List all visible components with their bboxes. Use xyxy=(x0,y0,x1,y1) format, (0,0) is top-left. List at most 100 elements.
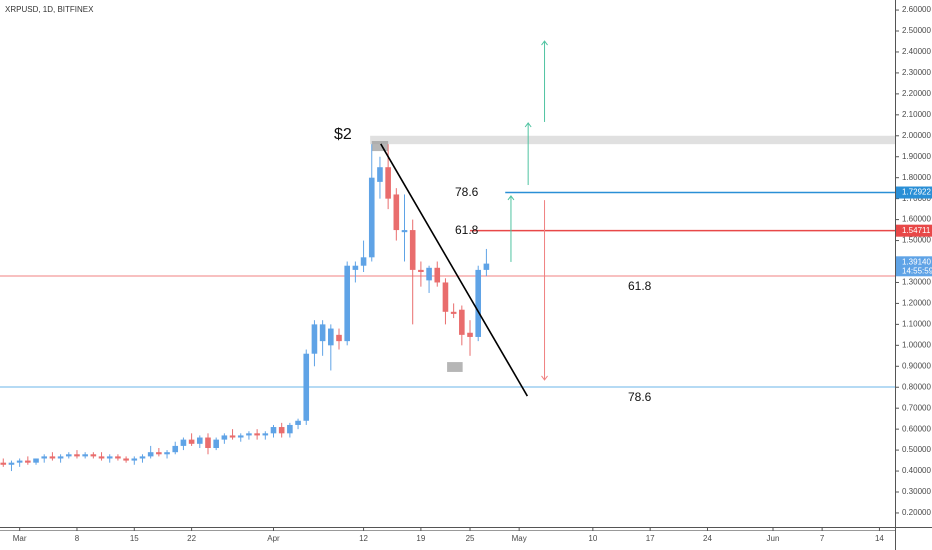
candle-body xyxy=(475,269,482,337)
candle-body xyxy=(213,439,219,449)
candle-body xyxy=(450,311,457,314)
x-tick-label: 10 xyxy=(588,534,597,543)
candle-body xyxy=(98,456,105,459)
candle-body xyxy=(459,309,465,335)
candle-body xyxy=(385,167,391,199)
x-tick-label: Mar xyxy=(13,534,27,543)
y-tick-label: 0.80000 xyxy=(902,382,931,391)
arrow-head xyxy=(541,40,548,46)
candle-body xyxy=(49,456,56,459)
y-tick-label: 1.10000 xyxy=(902,319,931,328)
y-tick-label: 0.30000 xyxy=(902,487,931,496)
candle-body xyxy=(16,460,23,463)
y-tick-label: 1.80000 xyxy=(902,173,931,182)
x-tick-label: 12 xyxy=(359,534,368,543)
candle-body xyxy=(311,324,318,354)
y-tick-label: 1.00000 xyxy=(902,340,931,349)
candle-body xyxy=(401,230,408,233)
candle-body xyxy=(8,462,15,465)
y-tick-label: 0.50000 xyxy=(902,445,931,454)
candle-body xyxy=(57,456,64,459)
candle-body xyxy=(287,424,293,434)
candle-body xyxy=(156,452,162,455)
candle-body xyxy=(164,452,170,455)
countdown-label: 14:55:59 xyxy=(902,266,932,275)
candle-body xyxy=(319,324,326,342)
candle-body xyxy=(25,460,31,463)
arrow-head xyxy=(524,122,532,128)
candle-body xyxy=(229,435,236,438)
candle-body xyxy=(82,454,88,457)
candle-body xyxy=(336,334,342,342)
y-tick-label: 1.60000 xyxy=(902,215,931,224)
candle-body xyxy=(188,439,195,444)
y-tick-label: 2.20000 xyxy=(902,89,931,98)
y-tick-label: 0.20000 xyxy=(902,508,931,517)
y-tick-label: 1.20000 xyxy=(902,299,931,308)
candle-body xyxy=(254,433,260,436)
candle-body xyxy=(0,462,7,465)
y-tick-label: 2.10000 xyxy=(902,110,931,119)
candle-body xyxy=(147,452,154,457)
candle-body xyxy=(221,435,228,440)
candle-body xyxy=(368,177,375,258)
candle-body xyxy=(409,230,416,270)
candle-body xyxy=(377,167,383,182)
candle-body xyxy=(139,456,146,459)
last-price-label: 1.39140 xyxy=(902,257,931,266)
x-tick-label: Jun xyxy=(767,534,780,543)
candle-body xyxy=(246,433,252,436)
candle-body xyxy=(295,420,301,425)
candle-body xyxy=(303,353,310,421)
candle-body xyxy=(172,445,179,453)
y-tick-label: 2.30000 xyxy=(902,68,931,77)
candle-body xyxy=(237,435,244,438)
candle-body xyxy=(442,282,449,312)
annotation: $2 xyxy=(334,126,352,143)
highlight-box xyxy=(447,362,463,372)
x-tick-label: 22 xyxy=(187,534,196,543)
y-tick-label: 1.50000 xyxy=(902,236,931,245)
candle-body xyxy=(270,427,277,434)
x-tick-label: Apr xyxy=(267,534,280,543)
candle-body xyxy=(467,332,473,337)
price-zone xyxy=(370,135,896,145)
candle-body xyxy=(344,265,350,342)
candle-body xyxy=(278,427,285,434)
x-tick-label: 8 xyxy=(75,534,80,543)
y-tick-label: 2.00000 xyxy=(902,131,931,140)
annotation: 61.8 xyxy=(455,223,479,237)
candle-body xyxy=(90,454,97,457)
last-price-box xyxy=(896,256,932,277)
y-tick-label: 2.50000 xyxy=(902,26,931,35)
price-label-box xyxy=(896,186,932,199)
candle-body xyxy=(41,456,48,459)
price-label: 1.72922 xyxy=(902,188,931,197)
arrow-head xyxy=(507,195,515,201)
plot-area xyxy=(0,40,896,472)
candle-body xyxy=(418,269,424,272)
y-tick-label: 0.60000 xyxy=(902,424,931,433)
y-tick-label: 1.90000 xyxy=(902,152,931,161)
chart-title: XRPUSD, 1D, BITFINEX xyxy=(5,5,94,14)
candle-body xyxy=(180,439,187,446)
x-tick-label: May xyxy=(512,534,527,543)
arrow-head xyxy=(541,375,548,381)
candle-body xyxy=(205,437,211,449)
x-tick-label: 14 xyxy=(875,534,884,543)
x-tick-label: 7 xyxy=(820,534,825,543)
candle-body xyxy=(74,454,80,457)
x-tick-label: 25 xyxy=(466,534,475,543)
candle-body xyxy=(434,267,441,283)
y-tick-label: 2.60000 xyxy=(902,5,931,14)
candle-body xyxy=(131,458,138,461)
price-label-box xyxy=(896,224,932,237)
candle-body xyxy=(106,456,113,459)
candle-body xyxy=(262,433,269,436)
candle-body xyxy=(196,437,203,444)
y-tick-label: 2.40000 xyxy=(902,47,931,56)
candle-body xyxy=(123,458,129,461)
candle-body xyxy=(426,267,432,281)
candle-body xyxy=(360,257,367,266)
